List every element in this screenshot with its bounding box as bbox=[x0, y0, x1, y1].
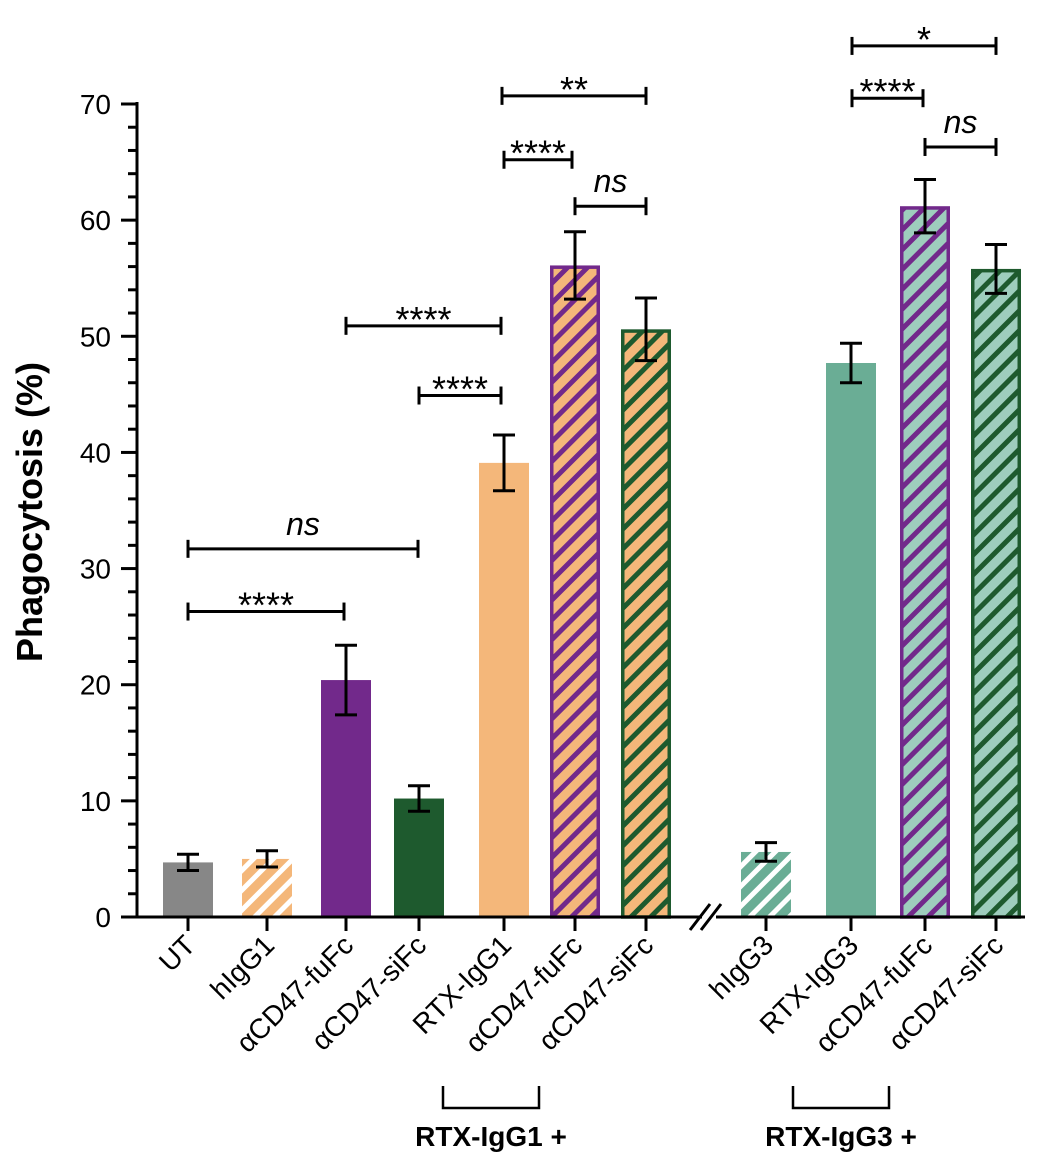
bar-hIgG1 bbox=[242, 858, 292, 917]
sig-label: **** bbox=[859, 71, 915, 112]
bar-RTX-IgG3 bbox=[826, 362, 876, 918]
error-bar-αCD47-fuFc bbox=[564, 230, 586, 301]
significance-brackets: ****ns********ns******ns***** bbox=[186, 19, 998, 626]
y-tick-label: 20 bbox=[80, 670, 111, 701]
group-bracket-line bbox=[791, 1086, 891, 1110]
x-tick-label: UT bbox=[153, 929, 201, 977]
bar-hIgG3 bbox=[741, 851, 791, 917]
sig-label: ns bbox=[286, 506, 320, 542]
y-tick-label: 50 bbox=[80, 321, 111, 352]
y-axis-label: Phagocytosis (%) bbox=[9, 362, 50, 662]
bars bbox=[163, 206, 1021, 919]
significance-bracket: ** bbox=[500, 69, 648, 110]
error-bar-UT bbox=[177, 852, 199, 873]
significance-bracket: ns bbox=[573, 163, 648, 216]
y-tick-label: 30 bbox=[80, 554, 111, 585]
group-label: RTX-IgG3 + bbox=[765, 1121, 917, 1152]
error-bar-αCD47-siFc bbox=[408, 784, 430, 813]
bar-αCD47-fuFc bbox=[550, 265, 600, 919]
sig-label: **** bbox=[238, 585, 294, 626]
bar-αCD47-fuFc bbox=[321, 680, 371, 917]
sig-label: **** bbox=[510, 133, 566, 174]
y-tick-label: 10 bbox=[80, 786, 111, 817]
sig-label: **** bbox=[432, 369, 488, 410]
error-bar-hIgG3 bbox=[755, 841, 777, 863]
bar-αCD47-siFc bbox=[621, 329, 671, 919]
bar-αCD47-siFc bbox=[394, 798, 444, 917]
group-bracket-line bbox=[441, 1086, 541, 1110]
y-tick-label: 40 bbox=[80, 437, 111, 468]
significance-bracket: **** bbox=[186, 585, 346, 626]
group-bracket: RTX-IgG1 + bbox=[415, 1086, 567, 1152]
y-tick-label: 70 bbox=[80, 89, 111, 120]
error-bar-αCD47-fuFc bbox=[335, 643, 357, 717]
axis-break-mark bbox=[688, 903, 712, 931]
sig-label: ns bbox=[944, 104, 978, 140]
error-bar-hIgG1 bbox=[256, 849, 278, 869]
bar-αCD47-fuFc bbox=[900, 206, 950, 919]
significance-bracket: ns bbox=[923, 104, 998, 156]
group-label: RTX-IgG1 + bbox=[415, 1121, 567, 1152]
y-tick-label: 0 bbox=[95, 902, 111, 933]
axis-break-mark bbox=[699, 903, 723, 931]
error-bars bbox=[177, 177, 1007, 873]
x-tick-label: hIgG1 bbox=[204, 929, 280, 1005]
labels: Phagocytosis (%) bbox=[9, 362, 50, 662]
error-bar-αCD47-siFc bbox=[985, 243, 1007, 295]
sig-label: ns bbox=[594, 163, 628, 199]
sig-label: * bbox=[917, 19, 931, 60]
significance-bracket: * bbox=[850, 19, 998, 60]
significance-bracket: **** bbox=[344, 299, 503, 340]
y-tick-label: 60 bbox=[80, 205, 111, 236]
group-bracket: RTX-IgG3 + bbox=[765, 1086, 917, 1152]
bar-αCD47-siFc bbox=[971, 268, 1021, 919]
significance-bracket: **** bbox=[417, 369, 503, 410]
error-bar-RTX-IgG3 bbox=[840, 341, 862, 385]
x-tick-label: hIgG3 bbox=[703, 929, 779, 1005]
significance-bracket: ns bbox=[186, 506, 420, 558]
sig-label: **** bbox=[395, 299, 451, 340]
error-bar-αCD47-siFc bbox=[635, 296, 657, 363]
significance-bracket: **** bbox=[502, 133, 574, 174]
error-bar-αCD47-fuFc bbox=[914, 177, 936, 235]
bar-RTX-IgG1 bbox=[479, 462, 529, 917]
sig-label: ** bbox=[560, 69, 588, 110]
error-bar-RTX-IgG1 bbox=[493, 433, 515, 493]
significance-bracket: **** bbox=[850, 71, 925, 112]
